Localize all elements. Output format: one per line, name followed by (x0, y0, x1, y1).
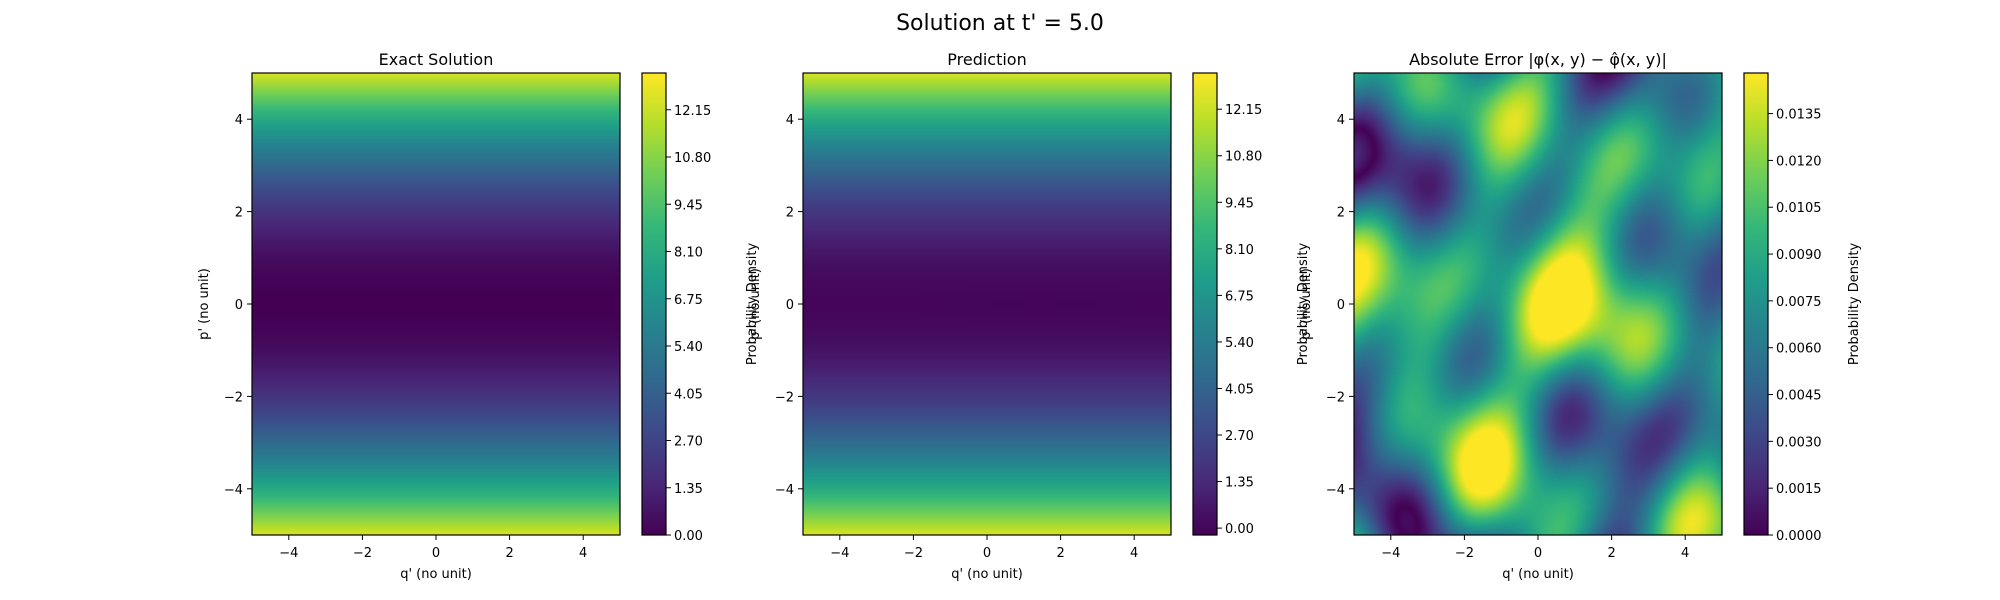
y-tick-label: −4 (775, 483, 794, 498)
y-tick-label: −2 (1326, 390, 1345, 405)
x-tick-label: 2 (505, 546, 513, 561)
colorbar-tick-label: 1.35 (674, 482, 703, 497)
x-axis-label: q' (no unit) (951, 567, 1023, 582)
heatmap-image (803, 73, 1171, 535)
colorbar-tick-label: 12.15 (674, 104, 711, 119)
x-tick-label: −2 (353, 546, 372, 561)
x-tick-label: −2 (1455, 546, 1474, 561)
colorbar-tick-label: 0.0000 (1776, 529, 1822, 544)
colorbar-tick-label: 2.70 (674, 435, 703, 450)
colorbar-tick-label: 6.75 (1225, 289, 1254, 304)
figure-title: Solution at t' = 5.0 (896, 11, 1104, 36)
panel-title: Absolute Error |φ(x, y) − φ̂(x, y)| (1409, 50, 1667, 69)
x-axis-label: q' (no unit) (1502, 567, 1574, 582)
colorbar-tick-label: 5.40 (1225, 336, 1254, 351)
y-tick-label: 2 (235, 206, 243, 221)
colorbar-tick-label: 9.45 (1225, 196, 1254, 211)
x-tick-label: 0 (1534, 546, 1542, 561)
y-tick-label: 0 (235, 298, 243, 313)
y-tick-label: 2 (786, 206, 794, 221)
y-tick-label: 4 (1337, 113, 1345, 128)
x-tick-label: 0 (432, 546, 440, 561)
y-axis-label: p' (no unit) (197, 268, 212, 340)
x-tick-label: −2 (904, 546, 923, 561)
colorbar-label: Probability Density (1847, 243, 1862, 366)
x-tick-label: 4 (579, 546, 587, 561)
colorbar (1192, 72, 1218, 536)
heatmap-image (252, 73, 620, 535)
x-tick-label: 4 (1130, 546, 1138, 561)
colorbar (641, 72, 667, 536)
colorbar-tick-label: 0.0075 (1776, 295, 1822, 310)
colorbar-tick-label: 6.75 (674, 293, 703, 308)
x-axis-label: q' (no unit) (400, 567, 472, 582)
x-tick-label: −4 (279, 546, 298, 561)
colorbar-tick-label: 0.0030 (1776, 435, 1822, 450)
colorbar-label: Probability Density (745, 243, 760, 366)
colorbar-tick-label: 10.80 (1225, 150, 1262, 165)
y-tick-label: 4 (235, 113, 243, 128)
colorbar-tick-label: 12.15 (1225, 103, 1262, 118)
panel-title: Prediction (947, 50, 1026, 69)
heatmap-image (1354, 73, 1722, 535)
colorbar-tick-label: 0.0015 (1776, 482, 1822, 497)
x-tick-label: 2 (1607, 546, 1615, 561)
colorbar (1743, 72, 1769, 536)
colorbar-tick-label: 8.10 (1225, 243, 1254, 258)
colorbar-tick-label: 9.45 (674, 198, 703, 213)
colorbar-tick-label: 0.00 (674, 529, 703, 544)
colorbar-tick-label: 2.70 (1225, 429, 1254, 444)
colorbar-tick-label: 0.00 (1225, 522, 1254, 537)
colorbar-tick-label: 10.80 (674, 151, 711, 166)
panel-title: Exact Solution (379, 50, 494, 69)
x-tick-label: 0 (983, 546, 991, 561)
colorbar-tick-label: 4.05 (1225, 382, 1254, 397)
y-tick-label: 2 (1337, 206, 1345, 221)
y-axis-label: p' (no unit) (748, 268, 763, 340)
colorbar-tick-label: 0.0120 (1776, 154, 1822, 169)
y-tick-label: 0 (1337, 298, 1345, 313)
colorbar-tick-label: 0.0135 (1776, 108, 1822, 123)
colorbar-label: Probability Density (1296, 243, 1311, 366)
chart-panel-2: Prediction −4 −2 0 2 4 −4 −2 0 2 4 q' (no unit) p' (… (748, 50, 1311, 582)
y-tick-label: −2 (224, 390, 243, 405)
colorbar-tick-label: 1.35 (1225, 476, 1254, 491)
colorbar-tick-label: 0.0045 (1776, 389, 1822, 404)
colorbar-tick-label: 0.0090 (1776, 248, 1822, 263)
y-tick-label: −2 (775, 390, 794, 405)
x-tick-label: 4 (1681, 546, 1689, 561)
y-tick-label: 4 (786, 113, 794, 128)
y-tick-label: 0 (786, 298, 794, 313)
y-axis-label: p' (no unit) (1299, 268, 1314, 340)
colorbar-tick-label: 0.0060 (1776, 342, 1822, 357)
colorbar-tick-label: 4.05 (674, 387, 703, 402)
colorbar-tick-label: 5.40 (674, 340, 703, 355)
x-tick-label: −4 (1381, 546, 1400, 561)
colorbar-tick-label: 0.0105 (1776, 201, 1822, 216)
panels: Exact Solution −4 −2 0 2 4 −4 −2 0 2 4 q' (no unit)… (197, 50, 1862, 582)
y-tick-label: −4 (1326, 483, 1345, 498)
chart-panel-3: Absolute Error |φ(x, y) − φ̂(x, y)| −4 −2 0… (1299, 50, 1862, 582)
chart-panel-1: Exact Solution −4 −2 0 2 4 −4 −2 0 2 4 q' (no unit)… (197, 50, 760, 582)
x-tick-label: −4 (830, 546, 849, 561)
colorbar-tick-label: 8.10 (674, 246, 703, 261)
y-tick-label: −4 (224, 483, 243, 498)
x-tick-label: 2 (1056, 546, 1064, 561)
